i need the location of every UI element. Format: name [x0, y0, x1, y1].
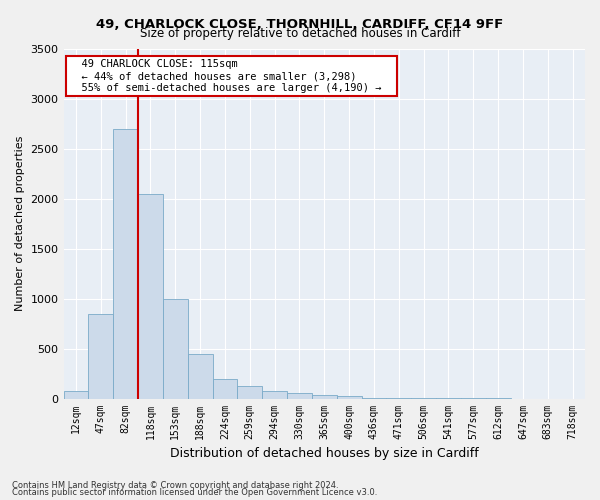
Text: Size of property relative to detached houses in Cardiff: Size of property relative to detached ho…	[140, 28, 460, 40]
Y-axis label: Number of detached properties: Number of detached properties	[15, 136, 25, 312]
Text: Contains HM Land Registry data © Crown copyright and database right 2024.: Contains HM Land Registry data © Crown c…	[12, 480, 338, 490]
Text: Contains public sector information licensed under the Open Government Licence v3: Contains public sector information licen…	[12, 488, 377, 497]
Bar	[312, 395, 337, 398]
Bar	[113, 129, 138, 398]
Text: 49 CHARLOCK CLOSE: 115sqm  
  ← 44% of detached houses are smaller (3,298)  
  5: 49 CHARLOCK CLOSE: 115sqm ← 44% of detac…	[69, 60, 394, 92]
Bar	[138, 194, 163, 398]
Bar	[64, 391, 88, 398]
Bar	[262, 391, 287, 398]
Bar	[163, 298, 188, 398]
Bar	[188, 354, 212, 399]
Bar	[287, 392, 312, 398]
Bar	[88, 314, 113, 398]
Bar	[212, 378, 238, 398]
Bar	[238, 386, 262, 398]
Bar	[337, 396, 362, 398]
X-axis label: Distribution of detached houses by size in Cardiff: Distribution of detached houses by size …	[170, 447, 479, 460]
Text: 49, CHARLOCK CLOSE, THORNHILL, CARDIFF, CF14 9FF: 49, CHARLOCK CLOSE, THORNHILL, CARDIFF, …	[97, 18, 503, 30]
